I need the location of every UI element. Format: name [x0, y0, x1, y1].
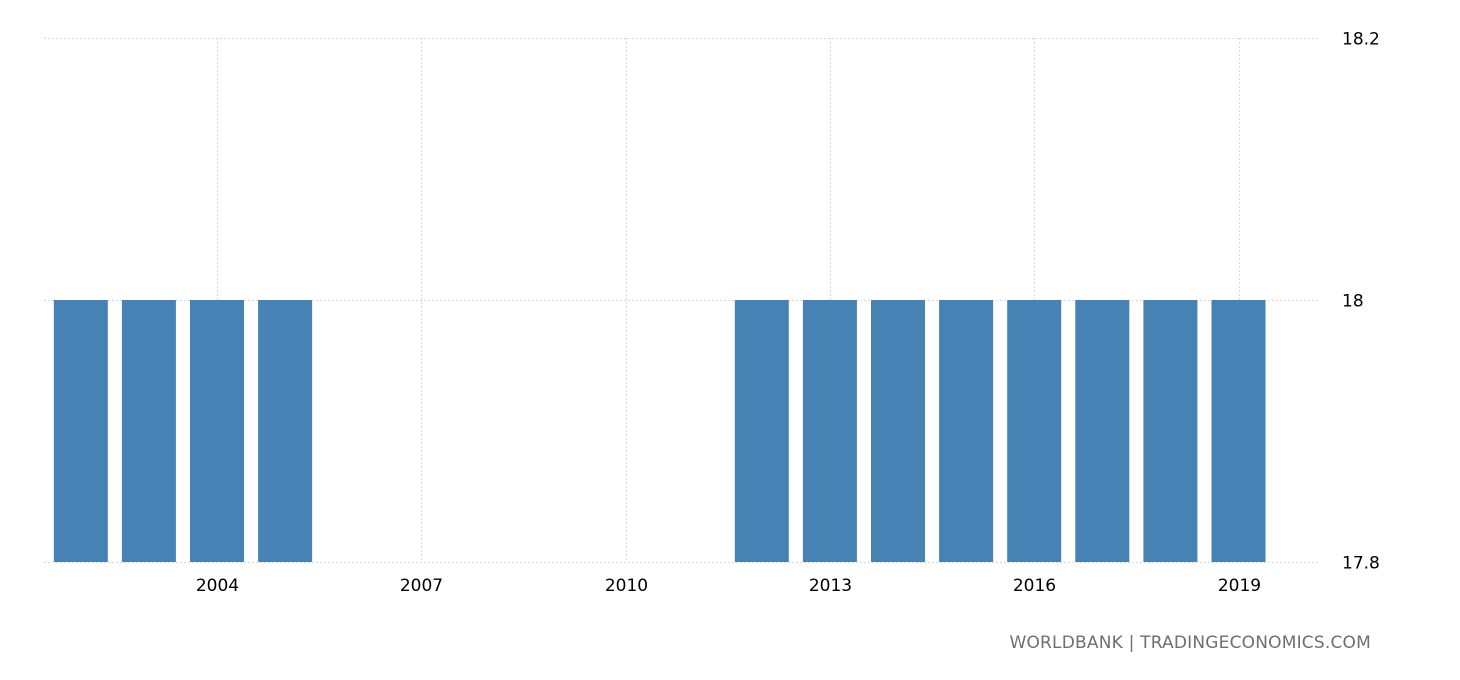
y-tick-label: 17.8 — [1342, 554, 1380, 574]
x-tick-label: 2010 — [605, 576, 648, 596]
bar — [121, 300, 176, 562]
bars — [53, 300, 1266, 562]
tick-labels: 17.8 18 18.2 2004 2007 2010 2013 2016 2019 — [196, 30, 1380, 597]
bar — [1143, 300, 1198, 562]
bar — [871, 300, 925, 562]
x-tick-label: 2016 — [1013, 576, 1056, 596]
bar — [190, 300, 244, 562]
bar — [939, 300, 994, 562]
x-tick-label: 2013 — [809, 576, 852, 596]
y-tick-label: 18 — [1342, 292, 1364, 312]
bar — [258, 300, 313, 562]
source-attribution: WORLDBANK | TRADINGECONOMICS.COM — [1009, 633, 1371, 653]
bar — [53, 300, 108, 562]
bar — [1007, 300, 1062, 562]
bar — [1075, 300, 1130, 562]
bar — [734, 300, 789, 562]
y-tick-label: 18.2 — [1342, 30, 1380, 50]
bar — [802, 300, 857, 562]
x-tick-label: 2019 — [1218, 576, 1261, 596]
x-tick-label: 2004 — [196, 576, 239, 596]
bar — [1211, 300, 1266, 562]
x-tick-label: 2007 — [400, 576, 443, 596]
